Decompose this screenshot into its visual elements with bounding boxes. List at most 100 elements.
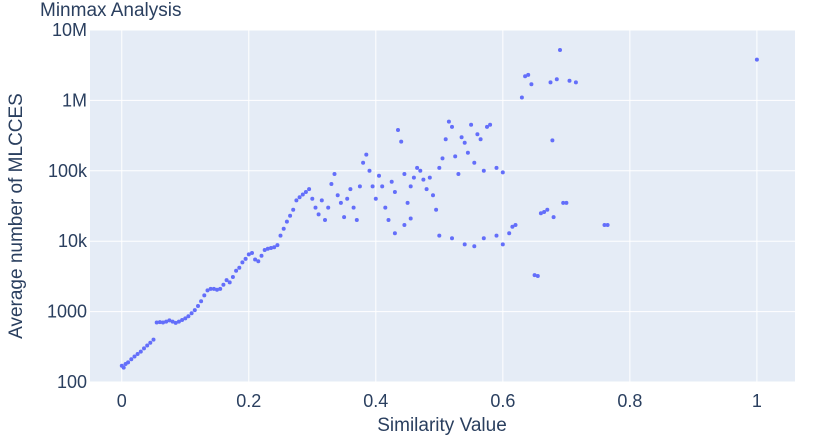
data-point (380, 184, 385, 189)
data-point (121, 365, 126, 370)
data-point (265, 246, 270, 251)
data-point (510, 224, 515, 229)
data-point (186, 314, 191, 319)
data-point (443, 137, 448, 142)
data-point (199, 299, 204, 304)
data-point (561, 200, 566, 205)
data-point (475, 132, 480, 137)
data-point (294, 198, 299, 203)
data-point (383, 205, 388, 210)
data-point (342, 215, 347, 220)
x-tick-label: 0.8 (617, 391, 642, 411)
data-point (148, 340, 153, 345)
data-point (513, 223, 518, 227)
x-axis-ticks: 0 0.2 0.4 0.6 0.8 1 (117, 391, 762, 411)
data-point (373, 196, 378, 201)
data-point (196, 304, 200, 308)
data-point (138, 349, 143, 354)
data-point (345, 196, 350, 201)
data-point (494, 233, 499, 238)
data-point (329, 182, 334, 186)
data-point (558, 48, 562, 52)
data-point (411, 175, 416, 180)
data-point (440, 156, 445, 161)
data-point (564, 200, 569, 205)
data-point (361, 160, 366, 165)
data-point (431, 193, 435, 198)
data-point (170, 319, 175, 324)
data-point (227, 280, 232, 285)
data-point (446, 119, 451, 124)
data-point (408, 216, 413, 221)
x-tick-label: 0.4 (363, 391, 388, 411)
data-point (323, 218, 327, 222)
data-point (481, 168, 486, 173)
data-point (215, 287, 219, 292)
data-point (145, 343, 150, 348)
data-point (367, 168, 372, 173)
data-point (500, 242, 505, 247)
data-point (364, 152, 369, 157)
data-point (132, 354, 137, 359)
data-point (300, 192, 305, 197)
data-point (275, 243, 280, 248)
data-point (202, 293, 207, 298)
data-point (386, 218, 391, 222)
y-axis-ticks: 100 1000 10k 100k 1M 10M (47, 20, 88, 392)
data-point (310, 196, 315, 201)
data-point (405, 200, 410, 205)
data-point (269, 246, 273, 250)
data-point (437, 165, 442, 170)
data-point (338, 200, 343, 205)
data-point (291, 207, 296, 212)
data-point (542, 210, 547, 214)
data-point (472, 244, 477, 249)
data-point (208, 286, 213, 291)
data-point (151, 337, 156, 342)
data-point (303, 190, 308, 194)
data-point (354, 218, 359, 222)
data-point (523, 74, 528, 79)
data-point (240, 260, 245, 265)
data-point (259, 253, 264, 258)
x-tick-label: 0 (117, 391, 127, 411)
data-point (161, 320, 165, 325)
data-point (278, 233, 283, 238)
data-point (754, 57, 759, 62)
data-point (478, 137, 483, 142)
y-tick-label: 1000 (47, 302, 87, 322)
data-point (548, 80, 553, 85)
data-point (459, 135, 464, 140)
data-point (307, 187, 312, 192)
data-point (135, 352, 140, 356)
x-axis-label: Similarity Value (377, 415, 507, 436)
data-point (529, 82, 534, 87)
y-axis-label: Average number of MLCCES (6, 93, 27, 339)
data-point (415, 165, 420, 170)
data-point (469, 122, 474, 127)
data-point (462, 242, 467, 247)
data-point (532, 273, 537, 278)
data-point (230, 275, 235, 279)
data-point (319, 198, 324, 203)
data-point (246, 252, 251, 257)
data-point (494, 165, 499, 170)
data-point (332, 172, 337, 176)
data-point (418, 168, 423, 173)
y-tick-label: 1M (62, 90, 87, 110)
data-point (167, 318, 172, 323)
data-point (183, 316, 188, 321)
data-point (154, 320, 159, 325)
x-gridlines (121, 30, 758, 382)
data-point (472, 160, 477, 165)
data-point (421, 177, 426, 182)
y-tick-label: 10M (52, 20, 87, 40)
data-point (335, 193, 340, 198)
data-point (605, 223, 610, 227)
data-point (313, 205, 318, 210)
data-point (456, 172, 461, 176)
y-tick-label: 10k (58, 231, 88, 251)
data-point (424, 187, 429, 192)
data-point (224, 278, 229, 283)
